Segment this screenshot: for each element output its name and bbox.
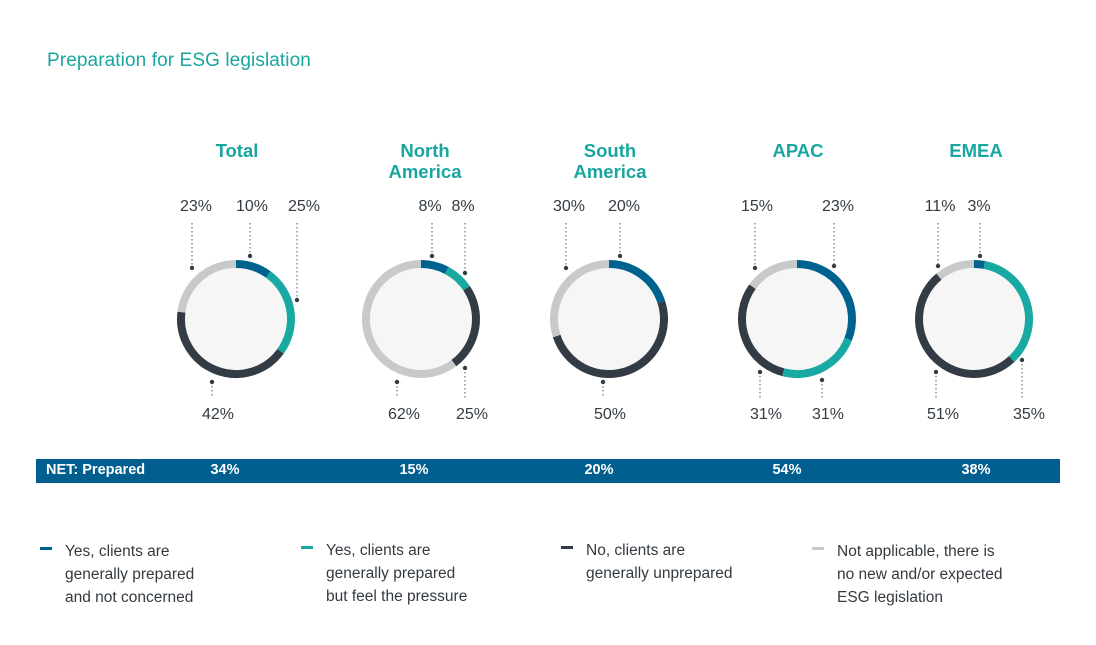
- legend-swatch-unprepared: [561, 546, 573, 549]
- data-label-emea-unprepared: 51%: [926, 406, 960, 423]
- leader-dot: [819, 377, 825, 383]
- donut-segment-south-america-not-applicable: [550, 260, 610, 338]
- donut-segment-emea-prepared-not-concerned: [973, 260, 986, 269]
- donut-segment-apac-prepared-pressure: [782, 337, 852, 378]
- legend-swatch-not-applicable: [812, 547, 824, 550]
- leader-dot: [247, 253, 253, 259]
- donut-segment-south-america-unprepared: [552, 300, 668, 378]
- legend-label: Yes, clients are generally prepared and no…: [65, 543, 195, 606]
- leader-dot: [462, 270, 468, 276]
- net-prepared-label: NET: Prepared: [46, 462, 146, 478]
- leader-dot: [757, 369, 763, 375]
- data-label-apac-not-applicable: 15%: [740, 198, 774, 215]
- leader-dot: [933, 369, 939, 375]
- donut-segment-north-america-prepared-not-concerned: [420, 260, 449, 275]
- donut-segment-total-prepared-pressure: [265, 271, 295, 354]
- leader-dot: [752, 265, 758, 271]
- donut-segment-apac-unprepared: [738, 284, 785, 377]
- legend-label: No, clients are generally unprepared: [586, 542, 733, 582]
- donut-center-south-america: [558, 268, 660, 370]
- leader-dot: [294, 297, 300, 303]
- donut-segment-north-america-prepared-pressure: [444, 266, 470, 291]
- leader-dot: [563, 265, 569, 271]
- data-label-na-prepared-not-concerned: 8%: [418, 198, 442, 215]
- donut-center-emea: [923, 268, 1025, 370]
- data-label-na-not-applicable: 62%: [387, 406, 421, 423]
- data-label-na-prepared-pressure: 8%: [451, 198, 475, 215]
- region-title-south-america: South America: [573, 140, 647, 182]
- donut-segment-emea-not-applicable: [936, 260, 975, 280]
- donut-center-apac: [746, 268, 848, 370]
- legend-swatch-prepared-pressure: [301, 546, 313, 549]
- legend-swatch-prepared-not-concerned: [40, 547, 52, 550]
- donut-center-total: [185, 268, 287, 370]
- leader-dot: [429, 253, 435, 259]
- data-label-total-prepared-pressure: 25%: [287, 198, 321, 215]
- legend-label: Yes, clients are generally prepared but fe…: [326, 542, 468, 605]
- leader-dot: [617, 253, 623, 259]
- leader-dot: [935, 263, 941, 269]
- leader-dot: [600, 379, 606, 385]
- data-label-total-prepared-not-concerned: 10%: [235, 198, 269, 215]
- net-value-apac: 54%: [772, 462, 802, 478]
- data-label-total-not-applicable: 23%: [179, 198, 213, 215]
- leader-dot: [831, 263, 837, 269]
- data-label-apac-prepared-not-concerned: 31%: [811, 406, 845, 423]
- donut-segment-total-unprepared: [177, 311, 284, 378]
- data-label-sa-unprepared: 50%: [593, 406, 627, 423]
- leader-dot: [1019, 357, 1025, 363]
- region-title-emea: EMEA: [949, 140, 1003, 161]
- donut-segment-apac-not-applicable: [749, 260, 798, 290]
- donut-segment-emea-prepared-pressure: [983, 261, 1033, 363]
- leader-dot: [209, 379, 215, 385]
- net-value-south-america: 20%: [584, 462, 614, 478]
- net-value-total: 34%: [210, 462, 240, 478]
- net-prepared-bar: NET: Prepared 34% 15% 20% 54% 38%: [36, 459, 1060, 483]
- legend-label: Not applicable, there is no new and/or ex…: [837, 543, 1003, 606]
- leader-dot: [189, 265, 195, 271]
- region-title-total: Total: [215, 140, 259, 161]
- data-label-emea-not-applicable: 11%: [924, 198, 956, 215]
- net-value-emea: 38%: [961, 462, 991, 478]
- data-label-apac-prepared-pressure: 23%: [821, 198, 855, 215]
- donut-segment-emea-unprepared: [914, 273, 1015, 378]
- leader-dot: [462, 365, 468, 371]
- leader-dot: [977, 253, 983, 259]
- donut-segment-apac-prepared-not-concerned: [796, 260, 856, 341]
- chart-title: Preparation for ESG legislation: [47, 50, 311, 71]
- data-label-emea-prepared-not-concerned: 3%: [967, 198, 991, 215]
- donut-segment-south-america-prepared-not-concerned: [608, 260, 666, 304]
- leader-dot: [394, 379, 400, 385]
- data-label-emea-prepared-pressure: 35%: [1012, 406, 1046, 423]
- donut-segment-north-america-unprepared: [451, 285, 480, 367]
- data-label-apac-unprepared: 31%: [749, 406, 783, 423]
- region-title-north-america: North America: [388, 140, 462, 182]
- donut-center-north-america: [370, 268, 472, 370]
- net-value-north-america: 15%: [399, 462, 429, 478]
- donut-segment-total-prepared-not-concerned: [235, 260, 271, 278]
- donut-segment-total-not-applicable: [177, 260, 237, 313]
- data-label-sa-prepared-not-concerned: 20%: [607, 198, 641, 215]
- region-title-apac: APAC: [772, 140, 824, 161]
- data-label-na-unprepared: 25%: [455, 406, 489, 423]
- donut-segment-north-america-not-applicable: [362, 260, 457, 378]
- data-label-sa-not-applicable: 30%: [552, 198, 586, 215]
- data-label-total-unprepared: 42%: [201, 406, 235, 423]
